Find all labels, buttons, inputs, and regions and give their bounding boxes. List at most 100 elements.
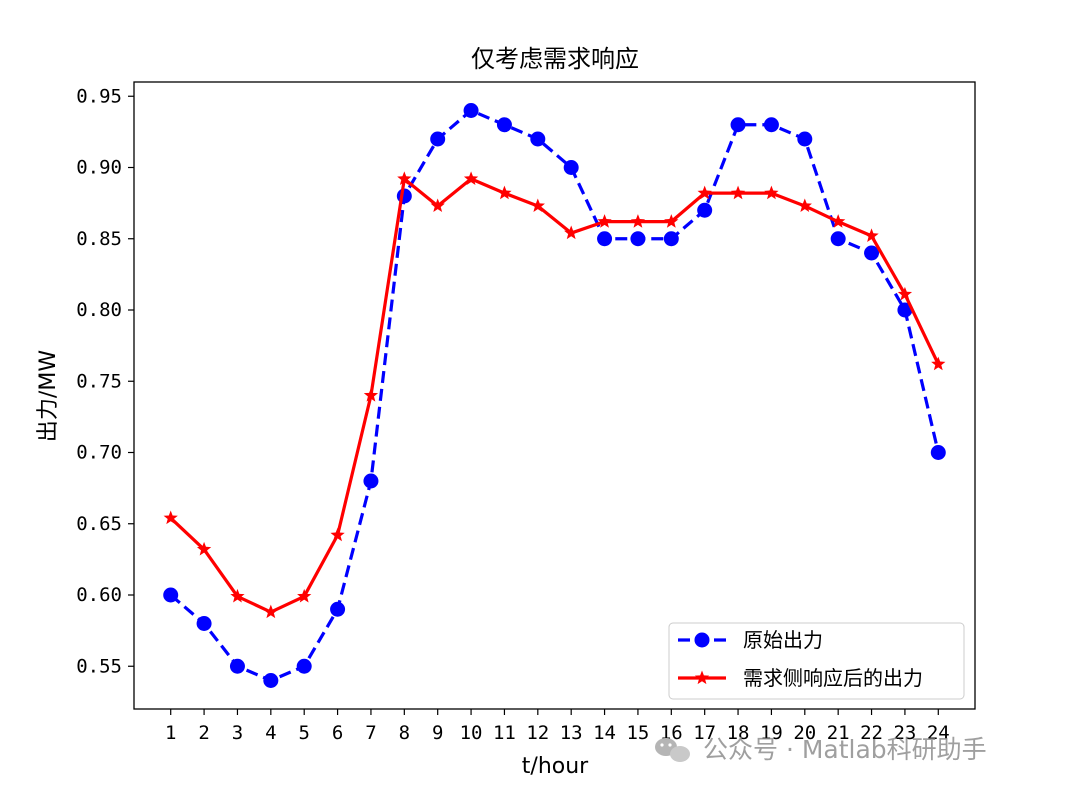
watermark: 公众号 · Matlab科研助手 [655, 735, 987, 764]
data-point-circle [396, 188, 412, 204]
chart-title: 仅考虑需求响应 [471, 45, 639, 73]
legend-label-response: 需求侧响应后的出力 [743, 666, 923, 690]
y-axis: 0.55 0.60 0.65 0.70 0.75 0.80 0.85 0.90 0.95 [76, 85, 134, 677]
data-point-circle [363, 473, 379, 489]
data-point-circle [330, 601, 346, 617]
data-point-star [897, 286, 913, 301]
legend-box [668, 622, 965, 700]
y-tick-label: 0.55 [76, 655, 122, 677]
data-point-star [597, 214, 612, 228]
x-tick-label: 18 [727, 722, 750, 744]
data-point-star [297, 588, 312, 603]
data-point-circle [830, 231, 846, 247]
x-tick-label: 10 [460, 722, 483, 744]
x-tick-label: 21 [827, 722, 850, 744]
x-tick-label: 1 [165, 722, 176, 744]
data-point-circle [797, 131, 813, 147]
x-tick-label: 6 [332, 722, 343, 744]
y-tick-label: 0.95 [76, 85, 122, 107]
data-point-circle [463, 103, 479, 118]
data-point-star [196, 541, 212, 556]
data-point-star [630, 214, 646, 228]
y-tick-label: 0.65 [76, 513, 122, 535]
x-axis: 1 2 3 4 5 6 7 8 9 10 11 12 13 14 15 16 17 18 19 20 21 22 23 24 [165, 709, 950, 744]
data-point-star [697, 185, 712, 200]
data-point-circle [663, 231, 679, 247]
series-original-output [163, 103, 946, 688]
data-point-star [797, 198, 812, 213]
data-point-star [230, 588, 245, 603]
series-line [169, 108, 940, 683]
data-point-circle [730, 117, 746, 133]
data-point-circle [930, 445, 946, 460]
data-point-circle [697, 202, 713, 218]
data-point-circle [897, 302, 913, 318]
data-point-star [330, 527, 345, 542]
data-point-star [664, 214, 679, 228]
data-point-circle [563, 160, 579, 175]
legend-label-original: 原始出力 [743, 628, 823, 652]
data-point-star [931, 356, 946, 371]
y-tick-label: 0.90 [76, 157, 122, 179]
x-tick-label: 17 [693, 722, 716, 744]
legend-marker-star [694, 670, 710, 685]
plot-area [133, 81, 976, 710]
data-point-star [564, 225, 579, 240]
data-point-star [363, 388, 379, 402]
x-tick-label: 22 [860, 722, 883, 744]
data-point-star [263, 604, 278, 619]
data-point-star [463, 171, 479, 185]
x-tick-label: 19 [760, 722, 783, 744]
wechat-icon [655, 738, 690, 762]
data-point-circle [496, 117, 512, 133]
x-tick-label: 9 [432, 722, 443, 744]
legend-marker-circle [694, 632, 710, 648]
x-tick-label: 12 [526, 722, 549, 744]
data-point-circle [430, 131, 446, 147]
x-tick-label: 15 [626, 722, 649, 744]
x-tick-label: 4 [265, 722, 276, 744]
data-point-star [530, 198, 545, 213]
y-tick-label: 0.85 [76, 228, 122, 250]
x-tick-label: 11 [493, 722, 516, 744]
data-point-star [397, 171, 412, 185]
y-tick-label: 0.70 [76, 442, 122, 464]
data-point-circle [630, 231, 646, 247]
series-layer [163, 103, 946, 688]
x-tick-label: 13 [560, 722, 583, 744]
x-axis-label: t/hour [522, 754, 589, 779]
x-tick-label: 24 [927, 722, 950, 744]
data-point-circle [163, 587, 179, 603]
y-axis-label: 出力/MW [36, 350, 61, 442]
x-tick-label: 23 [893, 722, 916, 744]
data-point-star [497, 185, 512, 200]
data-point-star [163, 510, 178, 525]
x-tick-label: 5 [298, 722, 309, 744]
legend: 原始出力 需求侧响应后的出力 [668, 622, 965, 700]
series-line [169, 177, 940, 614]
data-point-circle [296, 658, 312, 674]
data-point-circle [263, 673, 279, 688]
x-tick-label: 8 [399, 722, 410, 744]
watermark-text: 公众号 · Matlab科研助手 [703, 735, 987, 764]
data-point-circle [864, 245, 880, 261]
y-tick-label: 0.80 [76, 299, 122, 321]
x-tick-label: 3 [232, 722, 243, 744]
data-point-circle [196, 616, 212, 631]
data-point-star [764, 185, 779, 200]
data-point-star [730, 185, 746, 200]
x-tick-label: 20 [793, 722, 816, 744]
x-tick-label: 7 [365, 722, 376, 744]
data-point-circle [229, 658, 245, 674]
series-response-output [163, 171, 946, 619]
data-point-circle [530, 131, 546, 147]
data-point-star [831, 214, 846, 228]
x-tick-label: 14 [593, 722, 616, 744]
x-tick-label: 2 [198, 722, 209, 744]
data-point-circle [763, 117, 779, 133]
y-tick-label: 0.60 [76, 584, 122, 606]
data-point-star [864, 228, 879, 242]
data-point-circle [597, 231, 613, 247]
data-point-star [430, 198, 445, 213]
